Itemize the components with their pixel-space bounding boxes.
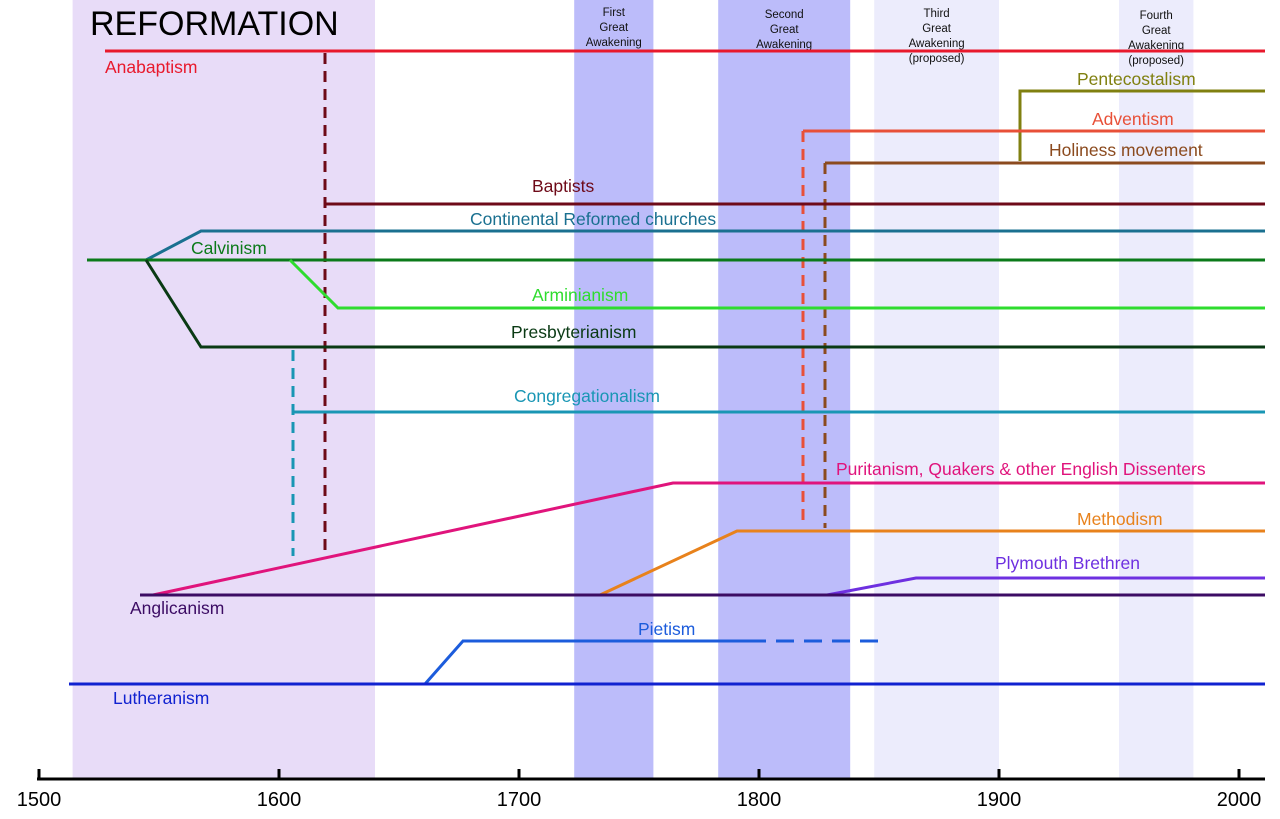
awakening-labels: First Great Awakening Second Great Awakening… xyxy=(586,7,1184,67)
arminianism-line xyxy=(288,258,1265,310)
second-great-awakening-label: Second Great Awakening xyxy=(756,9,812,51)
awakening-label-line: First xyxy=(603,7,626,19)
second-great-awakening-band xyxy=(718,0,851,779)
awakening-label-line: Awakening xyxy=(909,38,965,50)
third-great-awakening-band xyxy=(874,0,999,779)
calvinism-label: Calvinism xyxy=(191,238,267,258)
first-great-awakening-band xyxy=(574,0,654,779)
plymouth-brethren-line xyxy=(826,576,1265,597)
adventism-label: Adventism xyxy=(1092,109,1174,129)
presbyterianism-line xyxy=(144,259,1265,349)
pietism-label: Pietism xyxy=(638,619,695,639)
third-great-awakening-label: Third Great Awakening (proposed) xyxy=(909,8,965,65)
lutheranism-label: Lutheranism xyxy=(113,688,209,708)
x-axis-tick-label: 1500 xyxy=(17,789,62,811)
plymouth-brethren-label: Plymouth Brethren xyxy=(995,553,1140,573)
x-axis-tick-label: 1600 xyxy=(257,789,302,811)
awakening-label-line: Third xyxy=(923,8,949,20)
puritanism-line xyxy=(152,481,1265,597)
holiness-movement-label: Holiness movement xyxy=(1049,140,1203,160)
awakening-label-line: Great xyxy=(922,23,952,35)
pentecostalism-line xyxy=(1018,89,1265,161)
baptists-label: Baptists xyxy=(532,176,594,196)
first-great-awakening-label: First Great Awakening xyxy=(586,7,642,49)
x-axis-tick-label: 2000 xyxy=(1217,789,1262,811)
awakening-label-line: Second xyxy=(765,9,804,21)
methodism-line xyxy=(599,529,1265,597)
branch-lines xyxy=(69,49,1265,686)
awakening-label-line: Awakening xyxy=(586,37,642,49)
continental-reformed-line xyxy=(145,229,1265,262)
x-axis-tick-label: 1700 xyxy=(497,789,542,811)
x-axis: 1500 1600 1700 1800 1900 2000 xyxy=(17,769,1265,811)
branch-labels: Anabaptism Pentecostalism Adventism Holi… xyxy=(105,57,1206,708)
fourth-great-awakening-label: Fourth Great Awakening (proposed) xyxy=(1128,10,1184,67)
awakening-label-line: Great xyxy=(770,24,800,36)
awakening-label-line: Great xyxy=(1142,25,1172,37)
puritanism-label: Puritanism, Quakers & other English Diss… xyxy=(836,459,1206,479)
anabaptism-label: Anabaptism xyxy=(105,57,197,77)
methodism-label: Methodism xyxy=(1077,509,1163,529)
anglicanism-label: Anglicanism xyxy=(130,598,224,618)
x-axis-ticks: 1500 1600 1700 1800 1900 2000 xyxy=(17,769,1262,811)
awakening-label-line: Fourth xyxy=(1140,10,1173,22)
x-axis-tick-label: 1800 xyxy=(737,789,782,811)
awakening-label-line: Awakening xyxy=(756,39,812,51)
pentecostalism-label: Pentecostalism xyxy=(1077,69,1196,89)
awakening-label-line: Great xyxy=(599,22,629,34)
presbyterianism-label: Presbyterianism xyxy=(511,322,636,342)
page-title: REFORMATION xyxy=(90,5,339,43)
congregationalism-label: Congregationalism xyxy=(514,386,660,406)
reformation-era-band xyxy=(72,0,375,779)
awakening-label-line: (proposed) xyxy=(909,53,965,65)
awakening-label-line: Awakening xyxy=(1128,40,1184,52)
pietism-line xyxy=(423,639,748,685)
awakening-label-line: (proposed) xyxy=(1128,55,1184,67)
x-axis-tick-label: 1900 xyxy=(977,789,1022,811)
arminianism-label: Arminianism xyxy=(532,285,628,305)
continental-reformed-label: Continental Reformed churches xyxy=(470,209,716,229)
